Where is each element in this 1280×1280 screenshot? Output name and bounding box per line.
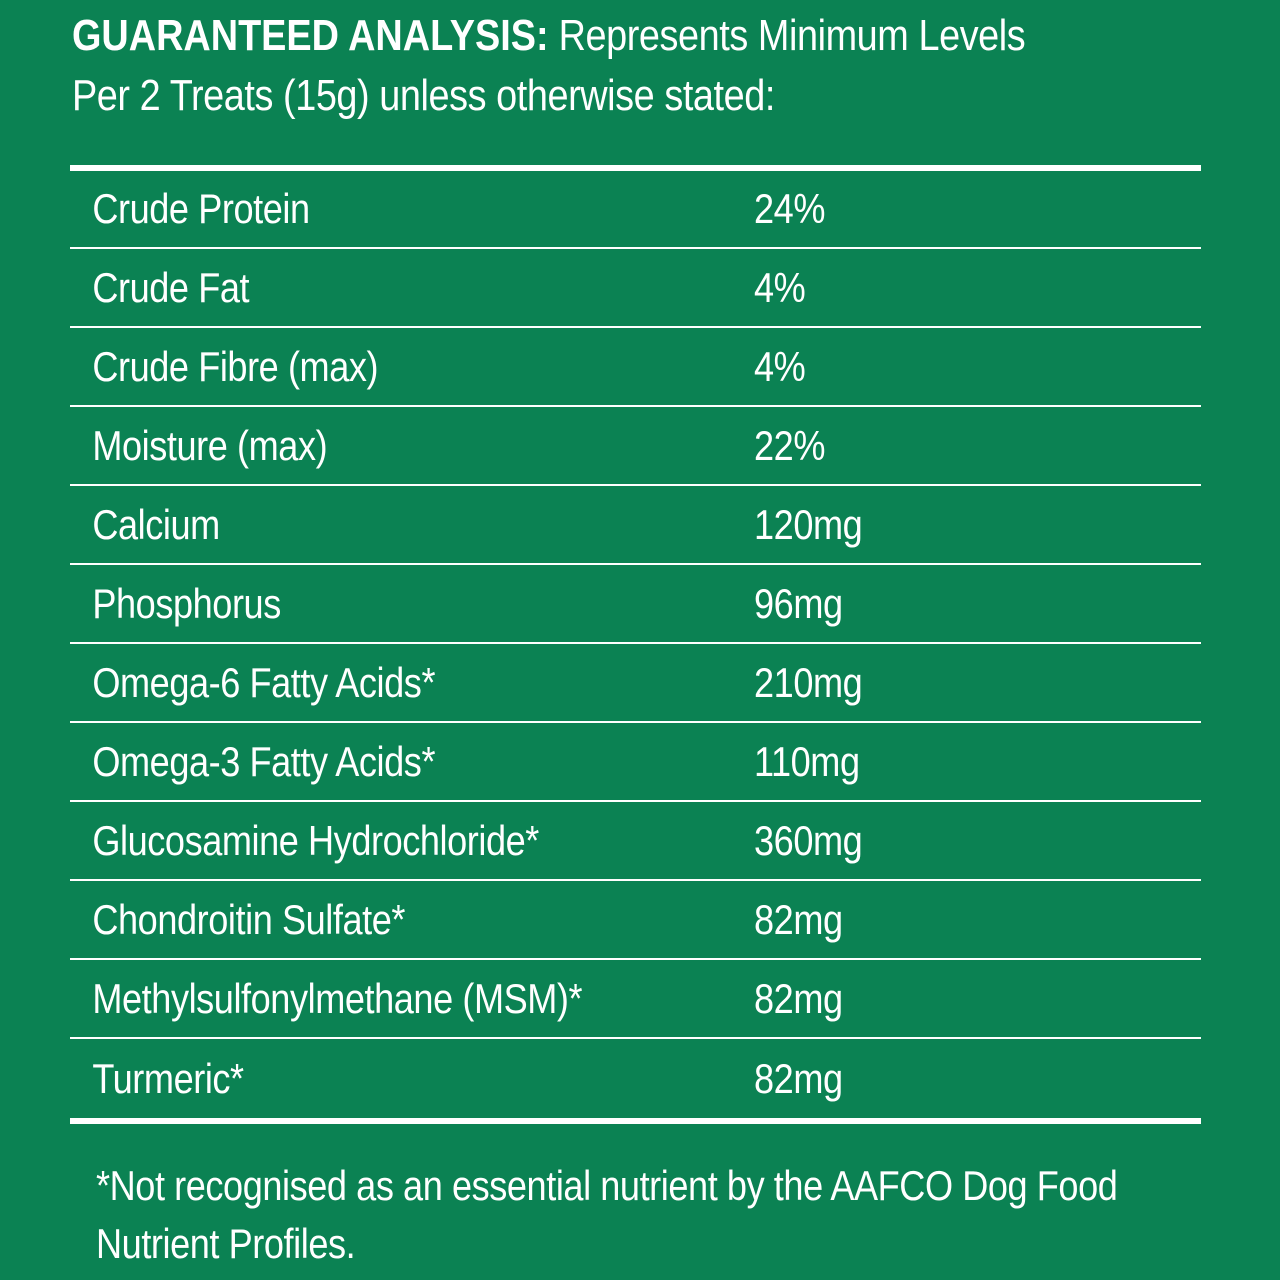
nutrient-name: Phosphorus	[92, 579, 281, 627]
nutrient-name: Omega-6 Fatty Acids*	[92, 658, 436, 706]
nutrient-name: Turmeric*	[92, 1054, 244, 1102]
table-row: Crude Fat 4%	[70, 249, 1201, 328]
table-row: Omega-3 Fatty Acids* 110mg	[70, 723, 1201, 802]
nutrient-name: Crude Fibre (max)	[92, 342, 379, 390]
nutrient-value: 120mg	[754, 500, 863, 548]
nutrient-name: Moisture (max)	[92, 421, 328, 469]
nutrient-value: 96mg	[754, 579, 843, 627]
table-row: Calcium 120mg	[70, 486, 1201, 565]
nutrient-value: 82mg	[754, 974, 843, 1022]
heading-title: GUARANTEED ANALYSIS:	[72, 11, 549, 60]
nutrient-value: 110mg	[754, 737, 860, 785]
nutrient-value: 82mg	[754, 895, 843, 943]
table-row: Chondroitin Sulfate* 82mg	[70, 881, 1201, 960]
nutrient-value: 4%	[754, 263, 806, 311]
nutrient-name: Crude Fat	[92, 263, 250, 311]
table-row: Crude Protein 24%	[70, 171, 1201, 249]
nutrient-name: Chondroitin Sulfate*	[92, 895, 406, 943]
table-row: Crude Fibre (max) 4%	[70, 328, 1201, 407]
table-row: Glucosamine Hydrochloride* 360mg	[70, 802, 1201, 881]
nutrient-name: Crude Protein	[92, 185, 310, 232]
nutrient-value: 210mg	[754, 658, 863, 706]
analysis-heading: GUARANTEED ANALYSIS: Represents Minimum …	[72, 6, 1070, 126]
nutrient-name: Glucosamine Hydrochloride*	[92, 816, 539, 864]
nutrient-value: 360mg	[754, 816, 863, 864]
table-row: Turmeric* 82mg	[70, 1039, 1201, 1118]
table-row: Moisture (max) 22%	[70, 407, 1201, 486]
table-row: Omega-6 Fatty Acids* 210mg	[70, 644, 1201, 723]
table-row: Phosphorus 96mg	[70, 565, 1201, 644]
nutrient-name: Omega-3 Fatty Acids*	[92, 737, 436, 785]
nutrient-name: Methylsulfonylmethane (MSM)*	[92, 974, 583, 1022]
nutrient-value: 4%	[754, 342, 806, 390]
heading-subtitle: Represents Minimum Levels Per 2 Treats (…	[72, 11, 1026, 120]
nutrient-value: 24%	[754, 185, 826, 232]
table-row: Methylsulfonylmethane (MSM)* 82mg	[70, 960, 1201, 1039]
nutrient-value: 22%	[754, 421, 826, 469]
nutrient-name: Calcium	[92, 500, 220, 548]
analysis-table: Crude Protein 24% Crude Fat 4% Crude Fib…	[70, 165, 1201, 1124]
nutrient-value: 82mg	[754, 1054, 843, 1102]
footnote: *Not recognised as an essential nutrient…	[96, 1162, 1118, 1267]
